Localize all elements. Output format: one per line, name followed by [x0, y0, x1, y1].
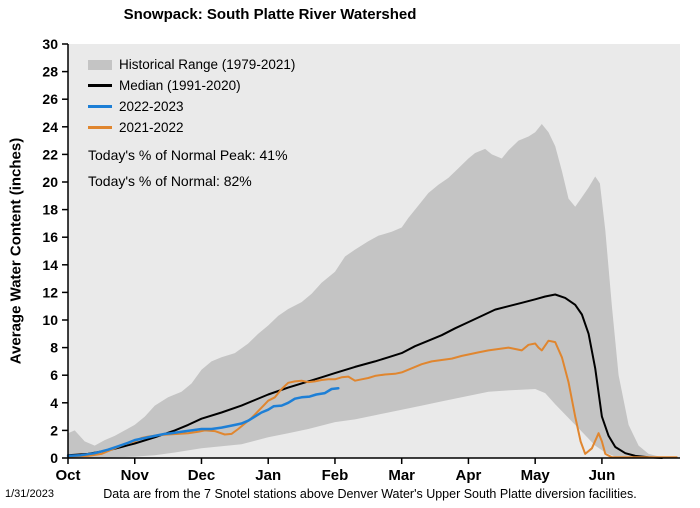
legend-label: 2022-2023 [119, 99, 184, 114]
legend-label: Historical Range (1979-2021) [119, 57, 296, 72]
svg-text:14: 14 [42, 257, 58, 273]
legend-label: Median (1991-2020) [119, 78, 241, 93]
legend-item-historical-range: Historical Range (1979-2021) [88, 54, 295, 75]
legend-item-2021-2022: 2021-2022 [88, 117, 295, 138]
legend-label: 2021-2022 [119, 120, 184, 135]
svg-text:Oct: Oct [55, 467, 80, 484]
svg-text:Jun: Jun [589, 467, 616, 484]
svg-text:Apr: Apr [456, 467, 482, 484]
svg-text:18: 18 [42, 202, 58, 218]
svg-text:24: 24 [42, 119, 58, 135]
svg-text:Nov: Nov [121, 467, 150, 484]
legend-item-median: Median (1991-2020) [88, 75, 295, 96]
svg-text:2: 2 [50, 422, 58, 438]
median-line-swatch [88, 84, 112, 87]
svg-text:30: 30 [42, 36, 58, 52]
chart-legend: Historical Range (1979-2021) Median (199… [88, 54, 295, 138]
svg-text:26: 26 [42, 91, 58, 107]
chart-title: Snowpack: South Platte River Watershed [123, 6, 417, 23]
svg-text:20: 20 [42, 174, 58, 190]
svg-text:22: 22 [42, 146, 58, 162]
prior-year-line-swatch [88, 126, 112, 129]
svg-text:8: 8 [50, 340, 58, 356]
annotation-percent-of-normal: Today's % of Normal: 82% [88, 173, 252, 189]
svg-text:Jan: Jan [255, 467, 281, 484]
current-year-line-swatch [88, 105, 112, 108]
report-date: 1/31/2023 [5, 488, 54, 500]
y-axis-label: Average Water Content (inches) [7, 137, 25, 365]
svg-text:16: 16 [42, 229, 58, 245]
historical-range-swatch [88, 59, 112, 70]
svg-text:12: 12 [42, 284, 58, 300]
svg-text:May: May [521, 467, 551, 484]
data-source-caption: Data are from the 7 Snotel stations abov… [103, 487, 637, 501]
svg-text:Mar: Mar [388, 467, 415, 484]
svg-text:10: 10 [42, 312, 58, 328]
annotation-percent-of-normal-peak: Today's % of Normal Peak: 41% [88, 147, 288, 163]
svg-text:6: 6 [50, 367, 58, 383]
svg-text:0: 0 [50, 450, 58, 466]
svg-text:Dec: Dec [188, 467, 216, 484]
svg-text:28: 28 [42, 64, 58, 80]
legend-item-2022-2023: 2022-2023 [88, 96, 295, 117]
svg-text:4: 4 [50, 395, 58, 411]
svg-text:Feb: Feb [322, 467, 349, 484]
